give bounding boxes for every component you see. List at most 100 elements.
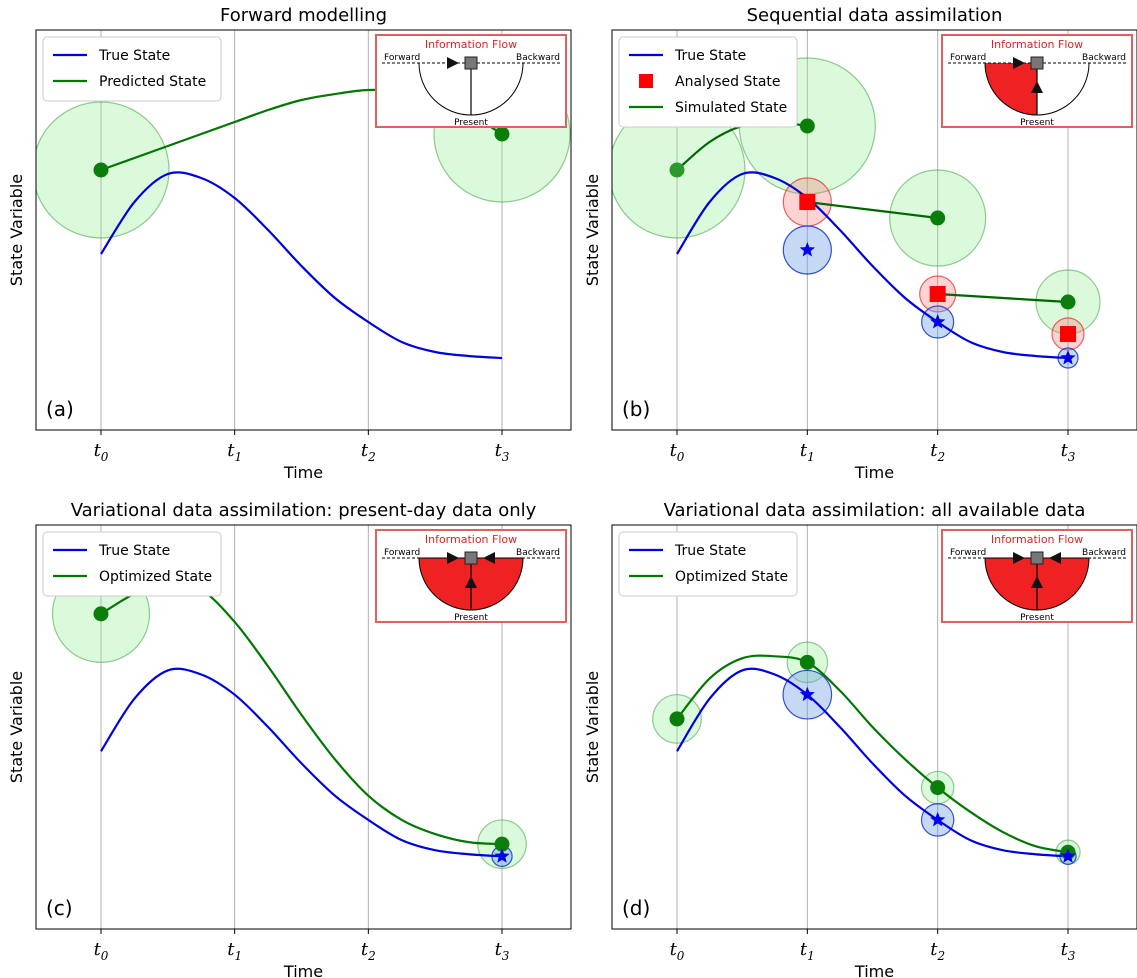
state-point (930, 780, 946, 796)
x-tick-label: t3 (495, 440, 510, 464)
x-axis-label: Time (854, 962, 894, 978)
backward-arrow-icon (483, 552, 495, 564)
series-line-simulated-state (937, 292, 1069, 304)
panel-d: Variational data assimilation: all avail… (583, 500, 1137, 978)
series-line-true-state (100, 171, 503, 360)
legend-entry: True State (98, 48, 170, 64)
x-tick-label: t1 (227, 440, 242, 464)
true-state-star (930, 811, 946, 827)
x-tick-label: t0 (670, 939, 685, 963)
chart-title: Variational data assimilation: present-d… (71, 500, 537, 521)
forward-arrow-icon (447, 552, 459, 564)
axes-frame (611, 524, 1137, 930)
panel-label: (b) (622, 397, 650, 421)
legend: True State Optimized State (618, 531, 798, 597)
panel-a: Forward modelling t0 t1 t2 t3 Time State Varia… (7, 5, 572, 482)
inset-backward-label: Backward (516, 548, 560, 558)
y-axis-label: State Variable (7, 174, 26, 286)
analysed-point (1060, 326, 1076, 342)
inset-forward-label: Forward (950, 548, 986, 558)
series-line-simulated-state (807, 200, 938, 220)
inset-forward-label: Forward (950, 53, 986, 63)
information-flow-inset: Information Flow Forward Backward Present (941, 529, 1133, 623)
series-line-true-state (100, 667, 503, 858)
inset-backward-label: Backward (516, 53, 560, 63)
legend-entry: Simulated State (675, 100, 787, 116)
information-flow-inset: Information Flow Forward Backward Present (941, 34, 1133, 128)
x-tick-label: t2 (930, 440, 945, 464)
legend: True State Optimized State (42, 531, 222, 597)
plot-area (36, 65, 571, 360)
x-tick-label: t3 (495, 939, 510, 963)
legend-frame (618, 36, 798, 128)
present-arrow-icon (465, 576, 477, 588)
inset-forward-label: Forward (384, 53, 420, 63)
state-point (799, 118, 815, 134)
x-axis-label: Time (283, 962, 323, 978)
x-tick-label: t2 (930, 939, 945, 963)
y-axis-label: State Variable (7, 671, 26, 783)
forward-arrow-icon (1013, 552, 1025, 564)
inset-backward-label: Backward (1082, 53, 1126, 63)
inset-present-label: Present (1020, 118, 1054, 128)
state-point (494, 836, 510, 852)
true-state-star (799, 686, 815, 702)
axes-frame (35, 524, 572, 930)
x-tick-label: t2 (361, 440, 376, 464)
state-point (799, 654, 815, 670)
inset-title: Information Flow (425, 38, 517, 51)
state-point (930, 210, 946, 226)
backward-arrow-icon (1049, 552, 1061, 564)
axes-frame (35, 29, 572, 431)
x-axis-label: Time (283, 463, 323, 482)
inset-present-label: Present (1020, 613, 1054, 623)
series-line-true-state (676, 171, 1069, 360)
present-arrow-icon (1031, 81, 1043, 93)
inset-backward-label: Backward (1082, 548, 1126, 558)
series-line-optimized-state (676, 654, 1069, 854)
forward-arrow-icon (447, 57, 459, 69)
legend: True State Analysed State Simulated State (618, 36, 798, 128)
inset-present-label: Present (454, 118, 488, 128)
information-flow-inset: Information Flow Forward Backward Present (375, 34, 567, 128)
chart-title: Variational data assimilation: all avail… (664, 500, 1086, 521)
panel-label: (d) (622, 896, 650, 920)
present-square-icon (1030, 551, 1044, 565)
present-arrow-icon (1031, 576, 1043, 588)
panel-label: (a) (46, 397, 74, 421)
legend-entry: Analysed State (675, 74, 781, 90)
x-tick-label: t2 (361, 939, 376, 963)
true-state-star (799, 242, 815, 257)
panel-label: (c) (46, 896, 73, 920)
legend-entry: True State (674, 48, 746, 64)
analysed-point (929, 286, 946, 302)
analysed-point (799, 194, 816, 210)
legend-frame (618, 531, 798, 597)
state-point (669, 711, 685, 727)
information-flow-inset: Information Flow Forward Backward Present (375, 529, 567, 623)
x-tick-label: t0 (94, 440, 109, 464)
inset-title: Information Flow (425, 533, 517, 546)
true-state-star (494, 848, 510, 863)
present-square-icon (1030, 56, 1044, 70)
plot-area (652, 641, 1081, 865)
x-tick-label: t0 (94, 939, 109, 963)
x-tick-label: t1 (800, 939, 815, 963)
legend-frame (42, 531, 222, 597)
panel-c: Variational data assimilation: present-d… (7, 500, 572, 978)
x-tick-label: t1 (800, 440, 815, 464)
inset-forward-label: Forward (384, 548, 420, 558)
state-point (93, 606, 109, 622)
state-point (1060, 294, 1076, 310)
legend-entry: Optimized State (675, 569, 788, 585)
present-square-icon (464, 551, 478, 565)
state-point (93, 162, 109, 178)
state-point (494, 126, 510, 142)
legend: True State Predicted State (42, 36, 222, 102)
legend-entry: True State (98, 543, 170, 559)
legend-entry: Predicted State (99, 74, 206, 90)
x-tick-label: t3 (1061, 440, 1076, 464)
chart-title: Sequential data assimilation (747, 5, 1003, 26)
flow-fill (985, 63, 1037, 115)
inset-present-label: Present (454, 613, 488, 623)
